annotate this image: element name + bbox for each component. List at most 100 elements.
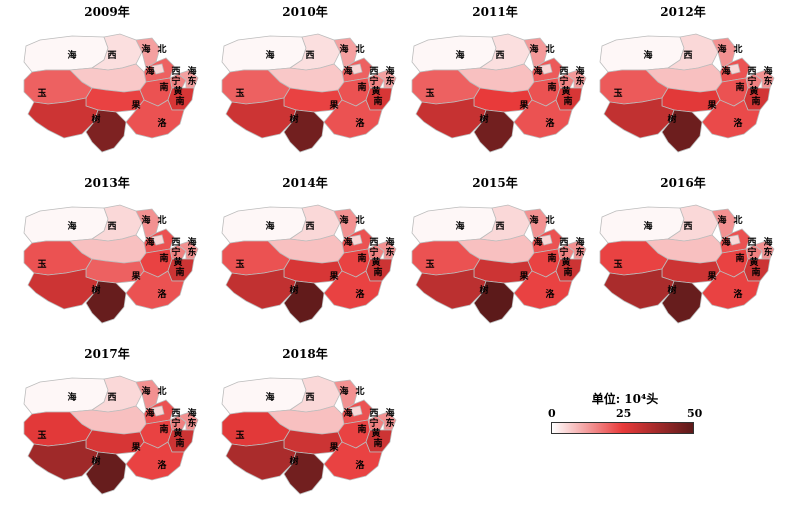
region-label-yushu-2: 树	[479, 284, 488, 296]
qinghai-map: 海西海 北西宁海东海南 黄南玉树果洛	[23, 204, 199, 324]
region-label-haibei-2: 北	[545, 214, 554, 226]
legend-min-label: 0	[548, 407, 556, 420]
region-label-huangnan-2: 南	[563, 95, 572, 107]
region-guoluo	[513, 270, 573, 310]
region-label-guoluo-1: 果	[130, 100, 141, 111]
year-label: 2018年	[282, 347, 328, 361]
region-label-guoluo-1: 果	[518, 271, 529, 282]
region-qinghai-lake	[151, 63, 165, 75]
region-qinghai-lake	[349, 234, 363, 246]
region-label-haixi-2: 西	[305, 392, 314, 403]
region-label-hainan-1: 海	[533, 65, 542, 77]
region-label-haixi-2: 西	[305, 221, 314, 232]
region-label-haidong-2: 东	[575, 75, 584, 87]
qinghai-map: 海西海 北西宁海东海南 黄南玉树果洛	[411, 33, 587, 153]
region-label-guoluo-1: 果	[328, 442, 339, 453]
region-label-haibei-2: 北	[355, 385, 364, 397]
region-label-yushu: 玉	[235, 259, 244, 270]
region-label-huangnan-2: 南	[175, 437, 184, 449]
region-label-hainan-2: 南	[357, 252, 366, 264]
legend-title: 单位: 10⁴头	[591, 392, 659, 406]
region-label-haidong-2: 东	[385, 417, 394, 429]
region-label-xining-1: 西	[747, 66, 756, 77]
region-label-yushu: 玉	[37, 430, 46, 441]
region-label-haibei-1: 海	[339, 385, 348, 397]
region-label-hainan-2: 南	[547, 252, 556, 264]
region-label-xining-2: 宁	[747, 246, 756, 258]
legend-max-label: 50	[687, 407, 703, 420]
region-label-huangnan-2: 南	[373, 437, 382, 449]
region-label-haixi-1: 海	[67, 220, 76, 232]
region-label-guoluo-2: 洛	[157, 459, 167, 471]
region-label-haidong-2: 东	[187, 246, 196, 258]
map-panel: 2018年海西海北西宁海东海南黄南玉树果洛	[210, 347, 400, 512]
map-panel: 2017年海西海北西宁海东海南黄南玉树果洛	[12, 347, 202, 512]
region-label-haibei-1: 海	[529, 43, 538, 55]
region-label-hainan-1: 海	[343, 65, 352, 77]
region-label-huangnan-1: 黄	[561, 85, 570, 97]
region-label-hainan-1: 海	[145, 407, 154, 419]
region-label-xining-2: 宁	[369, 246, 378, 258]
region-label-yushu: 玉	[37, 259, 46, 270]
region-label-haidong-2: 东	[763, 246, 772, 258]
region-qinghai-lake	[727, 234, 741, 246]
region-label-haidong-1: 海	[187, 65, 196, 77]
region-label-haibei-2: 北	[545, 43, 554, 55]
region-guoluo	[323, 99, 383, 139]
legend-mid-label: 25	[616, 407, 632, 420]
qinghai-map: 海西海 北西宁海东海南 黄南玉树果洛	[599, 204, 775, 324]
region-label-xining-2: 宁	[171, 75, 180, 87]
region-label-xining-1: 西	[559, 66, 568, 77]
region-label-yushu-2: 树	[667, 113, 676, 125]
region-label-yushu: 玉	[235, 430, 244, 441]
region-label-hainan-2: 南	[735, 81, 744, 93]
year-label: 2014年	[282, 176, 328, 190]
region-label-haibei-2: 北	[157, 43, 166, 55]
region-label-yushu-2: 树	[667, 284, 676, 296]
region-label-hainan-1: 海	[343, 407, 352, 419]
region-label-haidong-2: 东	[575, 246, 584, 258]
region-label-yushu: 玉	[613, 259, 622, 270]
region-label-xining-1: 西	[171, 408, 180, 419]
region-label-hainan-2: 南	[547, 81, 556, 93]
region-yushu-se	[85, 451, 127, 495]
region-label-haibei-2: 北	[733, 43, 742, 55]
year-label: 2015年	[472, 176, 518, 190]
region-label-haibei-1: 海	[339, 214, 348, 226]
region-guoluo	[323, 441, 383, 481]
region-qinghai-lake	[539, 234, 553, 246]
region-guoluo	[323, 270, 383, 310]
region-label-hainan-1: 海	[533, 236, 542, 248]
region-label-huangnan-1: 黄	[173, 427, 182, 439]
region-label-guoluo-1: 果	[130, 442, 141, 453]
region-label-haibei-2: 北	[157, 214, 166, 226]
region-label-haidong-1: 海	[575, 65, 584, 77]
region-label-haibei-1: 海	[141, 43, 150, 55]
region-yushu-se	[85, 109, 127, 153]
region-label-yushu-2: 树	[289, 284, 298, 296]
region-label-guoluo-1: 果	[706, 271, 717, 282]
region-label-haixi-1: 海	[455, 220, 464, 232]
region-label-huangnan-2: 南	[751, 95, 760, 107]
region-yushu-se	[661, 109, 703, 153]
region-label-xining-2: 宁	[171, 246, 180, 258]
region-yushu-se	[85, 280, 127, 324]
region-label-haidong-2: 东	[187, 75, 196, 87]
map-panel: 2015年海西海北西宁海东海南黄南玉树果洛	[400, 176, 590, 341]
region-yushu-se	[283, 280, 325, 324]
map-panel: 2013年海西海北西宁海东海南黄南玉树果洛	[12, 176, 202, 341]
region-label-guoluo-1: 果	[518, 100, 529, 111]
region-label-haixi-2: 西	[107, 392, 116, 403]
region-label-haibei-2: 北	[733, 214, 742, 226]
region-guoluo	[701, 270, 761, 310]
region-guoluo	[513, 99, 573, 139]
map-panel: 2010年海西海北西宁海东海南黄南玉树果洛	[210, 5, 400, 170]
region-qinghai-lake	[727, 63, 741, 75]
region-label-haibei-2: 北	[355, 214, 364, 226]
region-label-yushu-2: 树	[289, 113, 298, 125]
region-label-hainan-2: 南	[159, 81, 168, 93]
color-legend: 单位: 10⁴头 0 25 50	[540, 390, 710, 450]
region-label-haibei-2: 北	[157, 385, 166, 397]
region-label-haixi-2: 西	[107, 50, 116, 61]
region-label-xining-2: 宁	[369, 75, 378, 87]
